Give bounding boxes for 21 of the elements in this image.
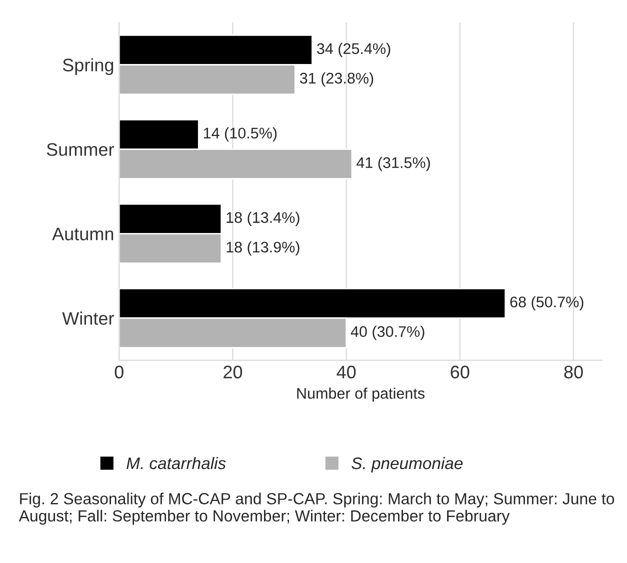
data-label: 41 (31.5%) (356, 156, 430, 172)
data-label: 40 (30.7%) (350, 326, 424, 340)
data-label: 34 (25.4%) (316, 42, 390, 58)
legend-label: S. pneumoniae (352, 456, 463, 472)
legend-label: M. catarrhalis (126, 456, 226, 470)
x-tick-label: 60 (450, 366, 470, 378)
x-tick-label: 80 (564, 366, 583, 378)
y-tick-label: Spring (62, 58, 114, 76)
caption: Fig. 2 Seasonality of MC-CAP and SP-CAP. Spring: March to May; Summer: June to August; Fall: September to November; Winter: December to February (18, 492, 614, 525)
y-tick-label: Summer (46, 143, 114, 156)
data-label: 18 (13.9%) (226, 241, 300, 256)
x-tick-label: 0 (114, 366, 124, 378)
x-axis-title: Number of patients (297, 388, 425, 402)
data-label: 68 (50.7%) (510, 296, 584, 310)
data-label: 14 (10.5%) (204, 127, 277, 142)
y-tick-label: Autumn (52, 228, 114, 240)
y-tick-label: Winter (62, 312, 114, 325)
data-label: 31 (23.8%) (300, 72, 374, 87)
x-tick-label: 40 (336, 366, 356, 378)
data-label: 18 (13.4%) (226, 212, 300, 226)
x-tick-label: 20 (224, 366, 242, 378)
